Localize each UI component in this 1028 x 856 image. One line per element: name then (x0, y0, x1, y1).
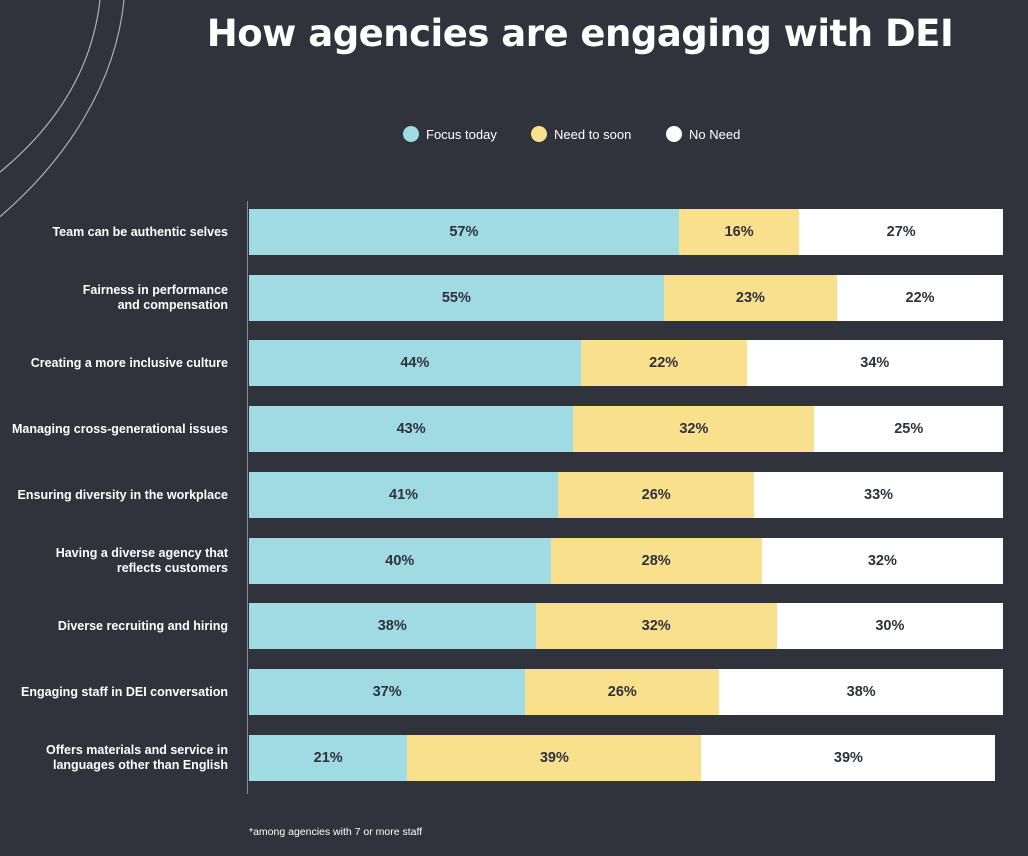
bar-segment: 55% (249, 275, 664, 321)
bar-segment: 25% (814, 406, 1003, 452)
category-label: Engaging staff in DEI conversation (21, 684, 228, 699)
stacked-bar: 41% 26% 33% (249, 472, 1003, 518)
bar-segment: 34% (746, 340, 1003, 386)
bar-segment: 23% (663, 275, 838, 321)
bar-segment: 38% (249, 603, 536, 649)
chart-title: How agencies are engaging with DEI (206, 12, 954, 55)
bar-segment: 33% (754, 472, 1003, 518)
bar-row: Engaging staff in DEI conversation 37% 26%… (0, 669, 1028, 715)
bar-segment: 40% (249, 538, 551, 584)
bar-segment: 28% (550, 538, 762, 584)
bar-segment: 32% (535, 603, 777, 649)
category-label: Team can be authentic selves (52, 224, 228, 239)
stacked-bar: 40% 28% 32% (249, 538, 1003, 584)
stacked-bar: 44% 22% 34% (249, 340, 1003, 386)
stacked-bar: 43% 32% 25% (249, 406, 1003, 452)
bar-row: Team can be authentic selves 57% 16% 27% (0, 209, 1028, 255)
stacked-bar: 37% 26% 38% (249, 669, 1003, 715)
bar-segment: 43% (249, 406, 574, 452)
legend-swatch (531, 126, 547, 142)
bar-segment: 39% (407, 735, 702, 781)
legend-label: No Need (689, 126, 741, 142)
legend-item: Focus today (403, 126, 497, 142)
category-label: Offers materials and service in language… (45, 743, 228, 772)
category-label: Diverse recruiting and hiring (57, 618, 228, 633)
bar-segment: 32% (573, 406, 815, 452)
legend-label: Need to soon (554, 126, 632, 142)
bar-row: Offers materials and service in language… (0, 735, 1028, 781)
bar-segment: 21% (249, 735, 408, 781)
bar-row: Managing cross-generational issues 43% 32%… (0, 406, 1028, 452)
bar-segment: 26% (525, 669, 720, 715)
legend: Focus today Need to soon No Need (0, 126, 1028, 146)
decorative-arcs (0, 0, 125, 218)
bar-row: Having a diverse agency that reflects cu… (0, 538, 1028, 584)
stacked-bar: 38% 32% 30% (249, 603, 1003, 649)
category-label: Creating a more inclusive culture (30, 355, 228, 370)
category-label: Having a diverse agency that reflects cu… (55, 546, 228, 575)
category-label: Managing cross-generational issues (11, 421, 228, 436)
category-label: Fairness in performance and compensation (82, 283, 228, 312)
stacked-bar: 57% 16% 27% (249, 209, 1003, 255)
legend-item: Need to soon (531, 126, 631, 142)
bar-segment: 38% (719, 669, 1003, 715)
y-axis-line (247, 201, 248, 794)
bar-segment: 16% (678, 209, 800, 255)
legend-label: Focus today (426, 126, 497, 142)
stacked-bar: 55% 23% 22% (249, 275, 1003, 321)
bar-row: Diverse recruiting and hiring 38% 32% 30% (0, 603, 1028, 649)
bar-segment: 39% (701, 735, 996, 781)
bar-segment: 44% (249, 340, 581, 386)
footnote: *among agencies with 7 or more staff (249, 826, 423, 838)
bar-segment: 22% (580, 340, 747, 386)
bar-segment: 57% (249, 209, 679, 255)
bar-segment: 27% (799, 209, 1003, 255)
bar-segment: 30% (776, 603, 1003, 649)
bar-segment: 41% (249, 472, 559, 518)
bar-segment: 32% (761, 538, 1003, 584)
stacked-bar: 21% 39% 39% (249, 735, 1003, 781)
bar-segment: 26% (558, 472, 755, 518)
legend-swatch (403, 126, 419, 142)
category-label: Ensuring diversity in the workplace (17, 487, 228, 502)
bar-row: Creating a more inclusive culture 44% 22% 3… (0, 340, 1028, 386)
bar-segment: 37% (249, 669, 526, 715)
bar-row: Fairness in performance and compensation… (0, 275, 1028, 321)
bar-segment: 22% (837, 275, 1003, 321)
bar-row: Ensuring diversity in the workplace 41% 26… (0, 472, 1028, 518)
legend-item: No Need (666, 126, 740, 142)
legend-swatch (666, 126, 682, 142)
